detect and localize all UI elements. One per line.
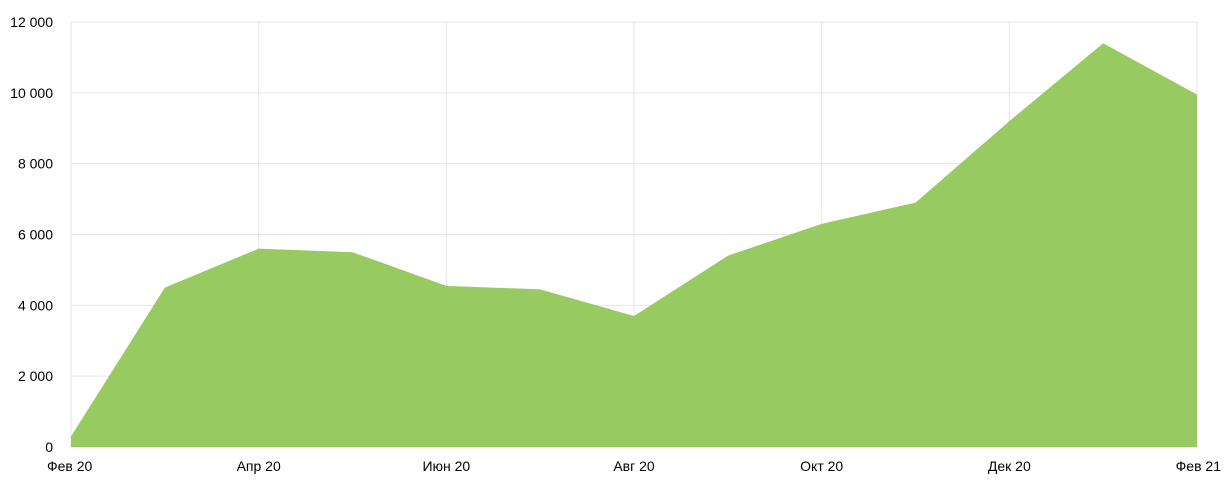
y-axis: 0 2 000 4 000 6 000 8 000 10 000 12 000 (10, 14, 53, 455)
y-tick-label: 12 000 (10, 14, 53, 30)
x-tick-label: Авг 20 (613, 458, 655, 474)
x-tick-label: Июн 20 (422, 458, 470, 474)
y-tick-label: 10 000 (10, 85, 53, 101)
x-tick-label: Окт 20 (800, 458, 843, 474)
x-tick-label: Дек 20 (988, 458, 1031, 474)
x-tick-label: Фев 21 (1176, 458, 1222, 474)
x-axis: Фев 20 Апр 20 Июн 20 Авг 20 Окт 20 Дек 20 Фев … (47, 458, 1221, 474)
y-tick-label: 4 000 (18, 297, 53, 313)
area-series (71, 43, 1197, 447)
y-tick-label: 8 000 (18, 156, 53, 172)
y-tick-label: 6 000 (18, 227, 53, 243)
y-tick-label: 2 000 (18, 368, 53, 384)
x-tick-label: Апр 20 (237, 458, 281, 474)
area-series-fill (71, 43, 1197, 447)
x-tick-label: Фев 20 (47, 458, 93, 474)
y-tick-label: 0 (45, 439, 53, 455)
